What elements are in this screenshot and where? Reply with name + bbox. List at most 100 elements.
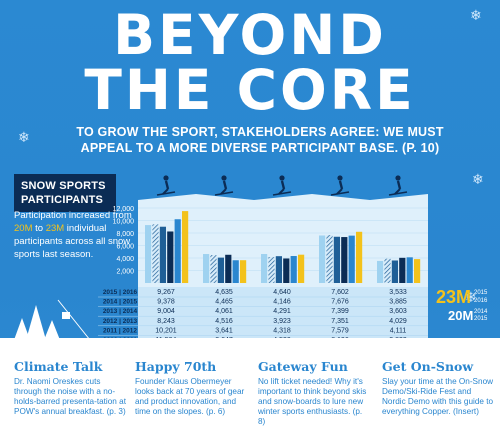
table-cell: 7,579	[331, 327, 349, 334]
chart-bar	[319, 235, 326, 283]
table-cell: 4,111	[390, 327, 407, 334]
table-cell: 7,676	[331, 299, 349, 306]
table-cell: 4,635	[215, 289, 233, 296]
skier-icon	[163, 175, 169, 181]
skier-icon	[272, 191, 292, 196]
legend-23m: 23M	[436, 287, 472, 307]
article-get-on-snow[interactable]: Get On-Snow Slay your time at the On-Sno…	[382, 360, 494, 417]
chart-bar	[261, 254, 268, 283]
table-cell: 4,029	[389, 318, 407, 325]
snowflake-icon: ❄	[472, 172, 484, 188]
chart-bar	[377, 260, 384, 283]
article-body: Slay your time at the On-Snow Demo/Ski-R…	[382, 377, 494, 416]
season-label: 2014 | 2015	[103, 299, 138, 306]
chart-bar	[275, 256, 282, 283]
season-label: 2012 | 2013	[103, 318, 138, 325]
page-title-line2: THE CORE	[84, 58, 416, 122]
chart-bar	[159, 226, 166, 283]
skier-icon	[388, 191, 408, 196]
section-label-line2: PARTICIPANTS	[21, 194, 104, 206]
table-cell: 9,004	[157, 308, 175, 315]
legend-20m: 20M	[448, 308, 474, 323]
chart-bar	[356, 231, 363, 283]
y-tick-label: 6,000	[116, 244, 134, 251]
skier-icon	[280, 180, 286, 190]
skier-icon	[221, 175, 227, 181]
chart-bar	[290, 256, 297, 283]
table-cell: 4,291	[273, 308, 291, 315]
table-cell: 9,267	[157, 289, 175, 296]
desc-text: Participation increased from	[14, 210, 132, 221]
skier-icon	[222, 180, 228, 190]
season-label: 2011 | 2012	[103, 327, 137, 334]
table-cell: 4,061	[215, 308, 233, 315]
chart-bar	[174, 219, 181, 283]
chart-bar	[232, 260, 239, 283]
section-label-line1: SNOW SPORTS	[21, 180, 106, 192]
chart-bar	[333, 236, 340, 283]
chart-bar	[391, 260, 398, 283]
legend-20m-year-1: 2014	[474, 309, 488, 315]
table-cell: 9,378	[157, 299, 175, 306]
desc-text: individual participants across all snow …	[14, 223, 131, 260]
skier-icon	[214, 191, 234, 196]
chart-bar	[298, 254, 305, 283]
skier-icon	[396, 180, 402, 190]
table-cell: 8,243	[157, 318, 175, 325]
table-cell: 4,640	[273, 289, 291, 296]
table-cell: 3,641	[215, 327, 233, 334]
chart-bar	[348, 235, 355, 283]
snowflake-icon: ❄	[465, 290, 477, 306]
table-cell: 7,399	[331, 308, 349, 315]
chart-bar	[152, 224, 159, 283]
article-title: Climate Talk	[14, 359, 103, 374]
article-body: No lift ticket needed! Why it's importan…	[258, 377, 367, 426]
section-label: SNOW SPORTS PARTICIPANTS	[14, 174, 116, 212]
section-description: Participation increased from 20M to 23M …	[14, 209, 132, 261]
chart-bar	[268, 257, 275, 283]
y-tick-label: 12,000	[113, 206, 135, 213]
chart-bar	[341, 237, 348, 283]
subtitle-line1: TO GROW THE SPORT, STAKEHOLDERS AGREE: W…	[76, 125, 444, 139]
chart-bar	[210, 255, 217, 283]
chart-bar	[167, 231, 174, 283]
skier-icon	[279, 175, 285, 181]
article-climate-talk[interactable]: Climate Talk Dr. Naomi Oreskes cuts thro…	[14, 360, 126, 417]
article-body: Founder Klaus Obermeyer looks back at 70…	[135, 377, 245, 416]
table-cell: 4,516	[215, 318, 233, 325]
table-cell: 7,351	[331, 318, 349, 325]
article-title: Gateway Fun	[258, 359, 348, 374]
desc-value-20m: 20M	[14, 223, 33, 234]
snowflake-icon: ❄	[470, 8, 482, 24]
table-cell: 10,201	[155, 327, 177, 334]
table-cell: 4,465	[215, 299, 233, 306]
table-cell: 3,885	[389, 299, 407, 306]
chart-bar	[283, 258, 290, 283]
chart-bar	[217, 257, 224, 283]
article-title: Happy 70th	[135, 359, 217, 374]
season-label: 2015 | 2016	[103, 289, 138, 296]
desc-value-23m: 23M	[45, 223, 65, 234]
chart-bar	[414, 259, 421, 283]
y-tick-label: 10,000	[113, 219, 135, 226]
table-cell: 4,146	[273, 299, 291, 306]
skier-icon	[330, 191, 350, 196]
articles-strip	[0, 338, 500, 430]
table-cell: 7,602	[331, 289, 349, 296]
y-tick-label: 8,000	[116, 231, 134, 238]
article-happy-70th[interactable]: Happy 70th Founder Klaus Obermeyer looks…	[135, 360, 247, 417]
table-cell: 3,533	[389, 289, 407, 296]
chart-bar	[145, 225, 152, 283]
skier-icon	[395, 175, 401, 181]
skier-icon	[337, 175, 343, 181]
skier-icon	[164, 180, 170, 190]
article-gateway-fun[interactable]: Gateway Fun No lift ticket needed! Why i…	[258, 360, 370, 427]
snowflake-icon: ❄	[18, 130, 30, 146]
subtitle-line2: APPEAL TO A MORE DIVERSE PARTICIPANT BAS…	[80, 141, 440, 155]
table-cell: 4,318	[273, 327, 291, 334]
chart-bar	[384, 258, 391, 283]
chart-bar	[326, 235, 333, 283]
skier-icon	[156, 191, 176, 196]
